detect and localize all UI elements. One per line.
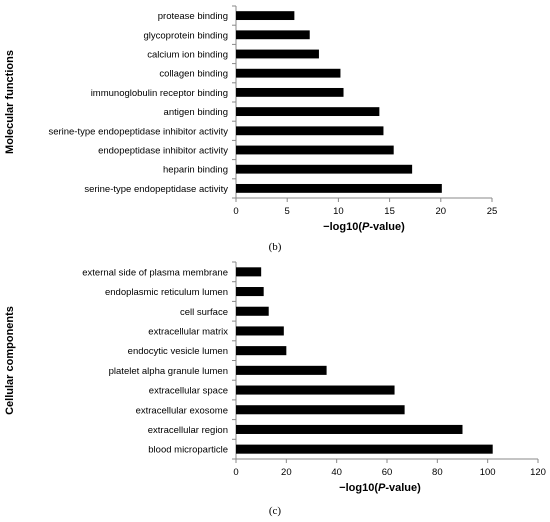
x-tick-label: 120 [530, 467, 546, 478]
bar [236, 30, 310, 40]
bar [236, 424, 463, 434]
x-tick-label: 10 [333, 206, 344, 217]
bar [236, 87, 344, 97]
bar [236, 385, 395, 395]
x-tick-label: 25 [487, 206, 498, 217]
x-tick-label: 40 [331, 467, 342, 478]
category-label: extracellular exosome [136, 405, 228, 416]
bar [236, 405, 405, 415]
category-label: endoplasmic reticulum lumen [105, 287, 228, 298]
category-label: serine-type endopeptidase inhibitor acti… [48, 126, 228, 137]
panel-label: (c) [269, 505, 282, 517]
x-axis-title-suffix: -value) [369, 221, 405, 233]
bar [236, 444, 493, 454]
x-tick-label: 5 [285, 206, 290, 217]
category-label: endocytic vesicle lumen [128, 346, 228, 357]
x-axis-title-prefix: −log10( [323, 221, 362, 233]
bar [236, 346, 287, 356]
x-axis-title-italic: P [362, 221, 370, 233]
category-label: serine-type endopeptidase activity [84, 184, 228, 195]
bar [236, 49, 319, 59]
bar [236, 126, 384, 136]
x-tick-label: 60 [382, 467, 393, 478]
x-axis-title-prefix: −log10( [339, 482, 378, 494]
category-label: calcium ion binding [147, 50, 228, 61]
bar [236, 287, 264, 297]
bar [236, 267, 262, 277]
category-label: platelet alpha granule lumen [109, 366, 228, 377]
y-axis-title: Molecular functions [4, 50, 16, 154]
bar [236, 306, 269, 316]
bar [236, 68, 341, 78]
x-axis-title-italic: P [378, 482, 386, 494]
category-label: extracellular region [148, 425, 228, 436]
x-tick-label: 20 [281, 467, 292, 478]
bar [236, 183, 442, 193]
bar [236, 164, 413, 174]
category-label: extracellular space [149, 386, 228, 397]
category-label: antigen binding [164, 107, 228, 118]
category-label: external side of plasma membrane [82, 267, 228, 278]
x-tick-label: 0 [233, 206, 238, 217]
y-axis-title: Cellular components [4, 306, 16, 415]
bar [236, 11, 295, 21]
molecular-functions-chart: protease binding glycoprotein binding calc… [4, 5, 498, 253]
category-label: immunoglobulin receptor binding [91, 88, 228, 99]
bar [236, 326, 284, 336]
category-label: blood microparticle [148, 445, 228, 456]
x-tick-label: 15 [384, 206, 395, 217]
panel-label: (b) [269, 241, 282, 253]
bar [236, 145, 394, 155]
x-axis-title: −log10(P-value) [339, 482, 421, 494]
category-label: collagen binding [159, 69, 228, 80]
x-axis-title-suffix: -value) [385, 482, 421, 494]
x-tick-label: 20 [436, 206, 447, 217]
category-label: endopeptidase inhibitor activity [98, 146, 228, 157]
category-label: extracellular matrix [148, 326, 228, 337]
x-axis-title: −log10(P-value) [323, 221, 405, 233]
bar [236, 365, 327, 375]
category-label: protease binding [158, 11, 228, 22]
category-label: cell surface [180, 307, 228, 318]
x-tick-label: 80 [432, 467, 443, 478]
category-label: heparin binding [163, 165, 228, 176]
category-label: glycoprotein binding [143, 30, 228, 41]
cellular-components-chart: external side of plasma membrane endoplas… [4, 261, 546, 517]
x-tick-label: 100 [480, 467, 496, 478]
bar [236, 107, 380, 117]
x-tick-label: 0 [233, 467, 238, 478]
